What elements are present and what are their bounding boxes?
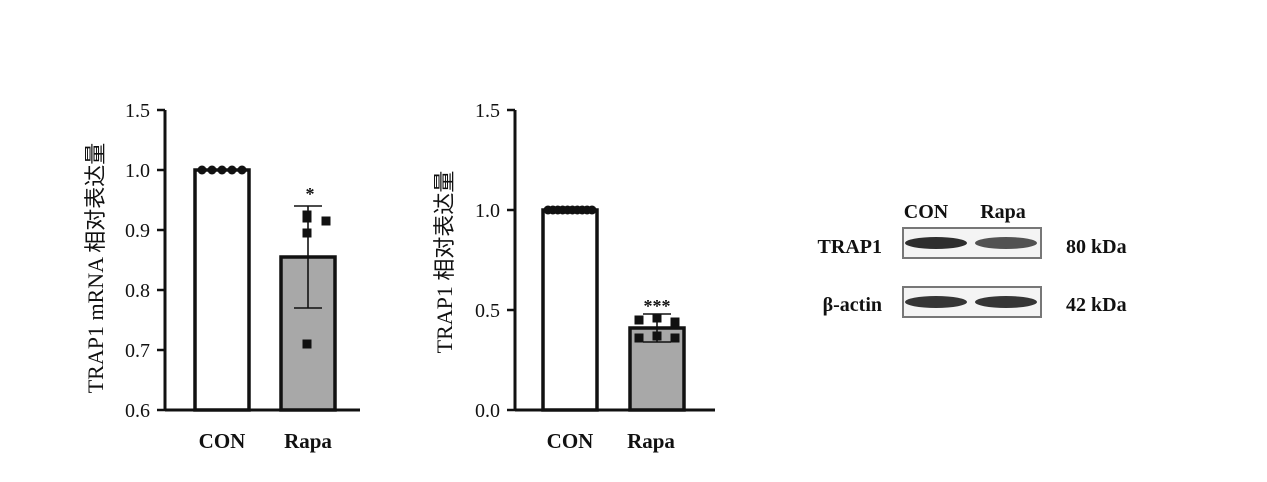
chart-2-y-tick-label: 1.0 [475,200,500,222]
chart-1-category-con: CON [199,429,246,453]
chart-1-point [302,210,312,220]
chart-1-significance: * [306,184,315,204]
chart-1-y-tick-label: 0.6 [125,400,150,422]
wb-row-mw-trap1: 80 kDa [1066,236,1127,258]
chart-1-y-tick-label: 0.7 [125,340,150,362]
chart-1-y-tick-label: 0.9 [125,220,150,242]
chart-2-protein: TRAP1 相对表达量 0.0 0.5 1.0 1.5 *** CON Rapa [432,100,715,453]
chart-1-category-rapa: Rapa [284,429,332,453]
chart-1-point [227,165,237,175]
chart-1-point [302,339,312,349]
wb-lane-con: CON [904,201,949,223]
chart-2-point [634,315,644,325]
chart-2-point [652,331,662,341]
chart-1-point [217,165,227,175]
chart-2-bar-con [541,208,599,412]
chart-2-y-tick-label: 0.5 [475,300,500,322]
chart-2-y-tick-label: 0.0 [475,400,500,422]
chart-1-y-tick-label: 1.5 [125,100,150,122]
chart-1-point [197,165,207,175]
wb-band-actin-con [905,296,967,308]
chart-1-point [207,165,217,175]
chart-2-y-tick-label: 1.5 [475,100,500,122]
chart-2-point [587,205,597,215]
wb-row-label-actin: β-actin [823,294,882,316]
western-blot: CON Rapa TRAP1 β-actin 80 kDa 42 kDa [818,201,1127,318]
wb-band-actin-rapa [975,296,1037,308]
chart-2-significance: *** [644,296,671,316]
chart-2-category-con: CON [547,429,594,453]
chart-1-y-tick-label: 1.0 [125,160,150,182]
chart-2-category-rapa: Rapa [627,429,675,453]
chart-2-point [670,333,680,343]
chart-1-point [321,216,331,226]
chart-1-mrna: TRAP1 mRNA 相对表达量 0.6 0.7 0.8 0.9 1.0 1.5 * CO… [83,100,360,453]
chart-2-point [670,317,680,327]
wb-band-trap1-rapa [975,237,1037,249]
wb-row-label-trap1: TRAP1 [818,236,882,258]
chart-1-point [237,165,247,175]
wb-row-mw-actin: 42 kDa [1066,294,1127,316]
chart-2-point [634,333,644,343]
chart-1-y-label: TRAP1 mRNA 相对表达量 [83,143,108,394]
chart-1-y-tick-label: 0.8 [125,280,150,302]
chart-1-point [302,228,312,238]
chart-2-point [652,313,662,323]
chart-1-bar-con [193,168,251,412]
wb-band-trap1-con [905,237,967,249]
chart-2-y-label: TRAP1 相对表达量 [432,171,457,354]
wb-lane-rapa: Rapa [980,201,1026,223]
